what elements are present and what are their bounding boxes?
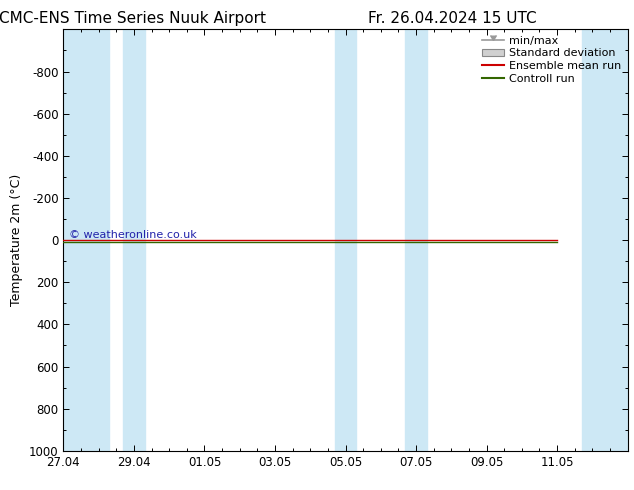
Bar: [335, 29, 356, 451]
Bar: [406, 29, 427, 451]
Text: © weatheronline.co.uk: © weatheronline.co.uk: [69, 230, 197, 240]
Text: CMC-ENS Time Series Nuuk Airport: CMC-ENS Time Series Nuuk Airport: [0, 11, 266, 26]
Text: Fr. 26.04.2024 15 UTC: Fr. 26.04.2024 15 UTC: [368, 11, 536, 26]
Bar: [582, 29, 628, 451]
Bar: [63, 29, 109, 451]
Bar: [124, 29, 145, 451]
Y-axis label: Temperature 2m (°C): Temperature 2m (°C): [10, 174, 23, 306]
Legend: min/max, Standard deviation, Ensemble mean run, Controll run: min/max, Standard deviation, Ensemble me…: [477, 31, 626, 88]
